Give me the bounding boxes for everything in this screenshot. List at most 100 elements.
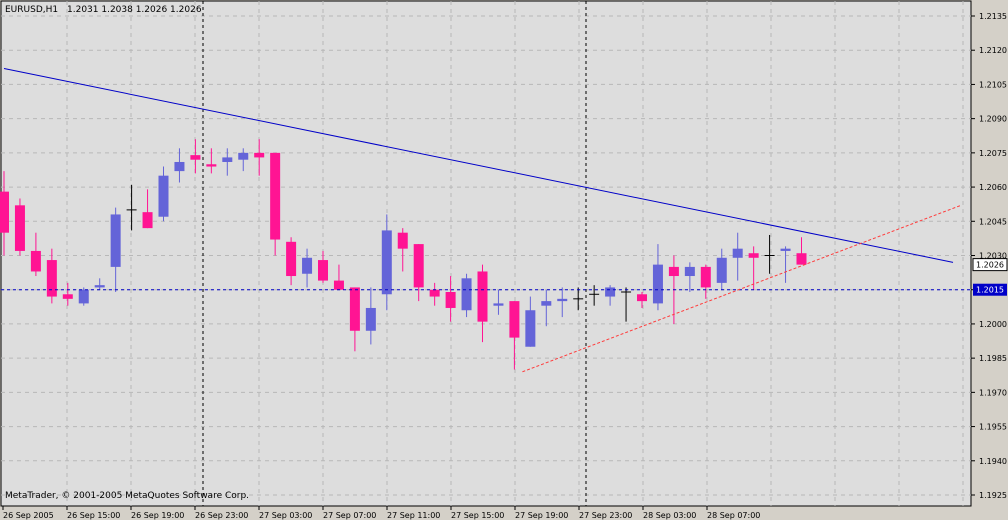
candle[interactable] — [541, 289, 552, 327]
x-tick-label: 27 Sep 07:00 — [323, 511, 376, 520]
candle[interactable] — [381, 214, 392, 311]
candle[interactable] — [637, 291, 647, 308]
candles — [0, 139, 807, 370]
candle[interactable] — [509, 301, 520, 370]
candle[interactable] — [764, 234, 775, 274]
candle[interactable] — [461, 273, 472, 318]
candle-body — [509, 301, 520, 338]
price-tags: 1.2026 1.2015 — [972, 258, 1008, 296]
grid-lines — [1, 1, 971, 506]
candle-body — [254, 152, 265, 158]
candle-body — [206, 164, 217, 167]
candle[interactable] — [652, 244, 663, 311]
candle-body — [700, 266, 711, 288]
candle[interactable] — [318, 250, 328, 283]
candle[interactable] — [333, 264, 344, 290]
candle[interactable] — [349, 287, 360, 352]
current-price-label: 1.2026 — [976, 261, 1004, 270]
x-axis: 26 Sep 2005 26 Sep 15:00 26 Sep 19:00 26 Se… — [2, 506, 760, 520]
candle-body — [30, 250, 41, 272]
copyright-text: MetaTrader, © 2001-2005 MetaQuotes Softw… — [5, 491, 249, 501]
plot-area[interactable] — [0, 0, 972, 507]
candle[interactable] — [174, 148, 185, 183]
candle[interactable] — [30, 232, 41, 277]
candle-body — [270, 152, 281, 240]
candle-body — [158, 175, 169, 217]
candle[interactable] — [716, 248, 727, 290]
candle[interactable] — [700, 264, 711, 299]
candle[interactable] — [206, 148, 217, 174]
candle-body — [477, 271, 488, 322]
trendline-up[interactable] — [522, 204, 962, 373]
candle[interactable] — [270, 152, 281, 256]
x-tick-label: 27 Sep 11:00 — [387, 511, 440, 520]
candle-body — [349, 287, 360, 331]
candle[interactable] — [525, 296, 536, 347]
y-tick-label: 1.1925 — [979, 491, 1007, 500]
y-tick-label: 1.2030 — [979, 252, 1007, 261]
candle[interactable] — [780, 246, 791, 283]
y-tick-label: 1.1970 — [979, 388, 1007, 397]
candle[interactable] — [429, 282, 440, 306]
chart-header-ohlc: 1.2031 1.2038 1.2026 1.2026 — [67, 5, 202, 15]
candle-body — [78, 289, 89, 304]
candle[interactable] — [158, 166, 169, 222]
candle[interactable] — [477, 264, 488, 343]
candle[interactable] — [732, 232, 743, 281]
candle[interactable] — [445, 276, 456, 322]
candle[interactable] — [238, 148, 249, 172]
candle[interactable] — [222, 148, 233, 176]
y-tick-label: 1.2060 — [979, 183, 1007, 192]
x-tick-label: 27 Sep 19:00 — [515, 511, 568, 520]
candle[interactable] — [286, 237, 297, 286]
candle[interactable] — [605, 285, 616, 306]
candle[interactable] — [0, 171, 9, 256]
x-tick-label: 26 Sep 2005 — [3, 511, 54, 520]
y-tick-label: 1.1940 — [979, 457, 1007, 466]
candle[interactable] — [46, 248, 57, 304]
candle[interactable] — [62, 282, 73, 306]
candle-body — [525, 310, 536, 347]
x-tick-label: 27 Sep 03:00 — [259, 511, 312, 520]
candle-body — [365, 307, 376, 331]
y-tick-label: 1.2120 — [979, 46, 1007, 55]
x-tick-label: 26 Sep 19:00 — [131, 511, 184, 520]
vertical-markers — [202, 1, 587, 506]
x-tick-label: 27 Sep 23:00 — [579, 511, 632, 520]
candle[interactable] — [190, 139, 201, 174]
current-price-tag — [972, 258, 1008, 272]
candle-body — [541, 301, 552, 306]
candle-body — [14, 205, 25, 251]
candle[interactable] — [748, 246, 759, 290]
candle[interactable] — [78, 287, 89, 306]
x-tick-label: 27 Sep 15:00 — [451, 511, 504, 520]
candle-body — [461, 278, 472, 311]
candle[interactable] — [14, 198, 25, 256]
candle[interactable] — [573, 287, 584, 311]
candle[interactable] — [110, 207, 121, 292]
candle[interactable] — [621, 287, 632, 322]
candle[interactable] — [684, 262, 695, 292]
x-tick-label: 28 Sep 03:00 — [643, 511, 696, 520]
candle[interactable] — [557, 287, 568, 318]
candle[interactable] — [365, 287, 376, 345]
candle[interactable] — [94, 278, 105, 290]
chart-header-symbol: EURUSD,H1 — [5, 5, 58, 15]
y-tick-label: 1.1985 — [979, 354, 1007, 363]
candle[interactable] — [796, 237, 807, 265]
y-tick-label: 1.2135 — [979, 12, 1007, 21]
candle-body — [429, 289, 440, 297]
candle[interactable] — [413, 244, 424, 302]
candle[interactable] — [126, 184, 137, 231]
candle[interactable] — [254, 139, 265, 176]
candle[interactable] — [589, 285, 600, 306]
candle[interactable] — [302, 248, 313, 288]
candle-body — [46, 260, 57, 297]
price-line-tag — [973, 283, 1007, 296]
candle-body — [796, 253, 807, 265]
candle[interactable] — [142, 189, 153, 229]
candle[interactable] — [493, 289, 504, 315]
candle[interactable] — [397, 228, 408, 272]
trendline-down[interactable] — [3, 67, 954, 263]
